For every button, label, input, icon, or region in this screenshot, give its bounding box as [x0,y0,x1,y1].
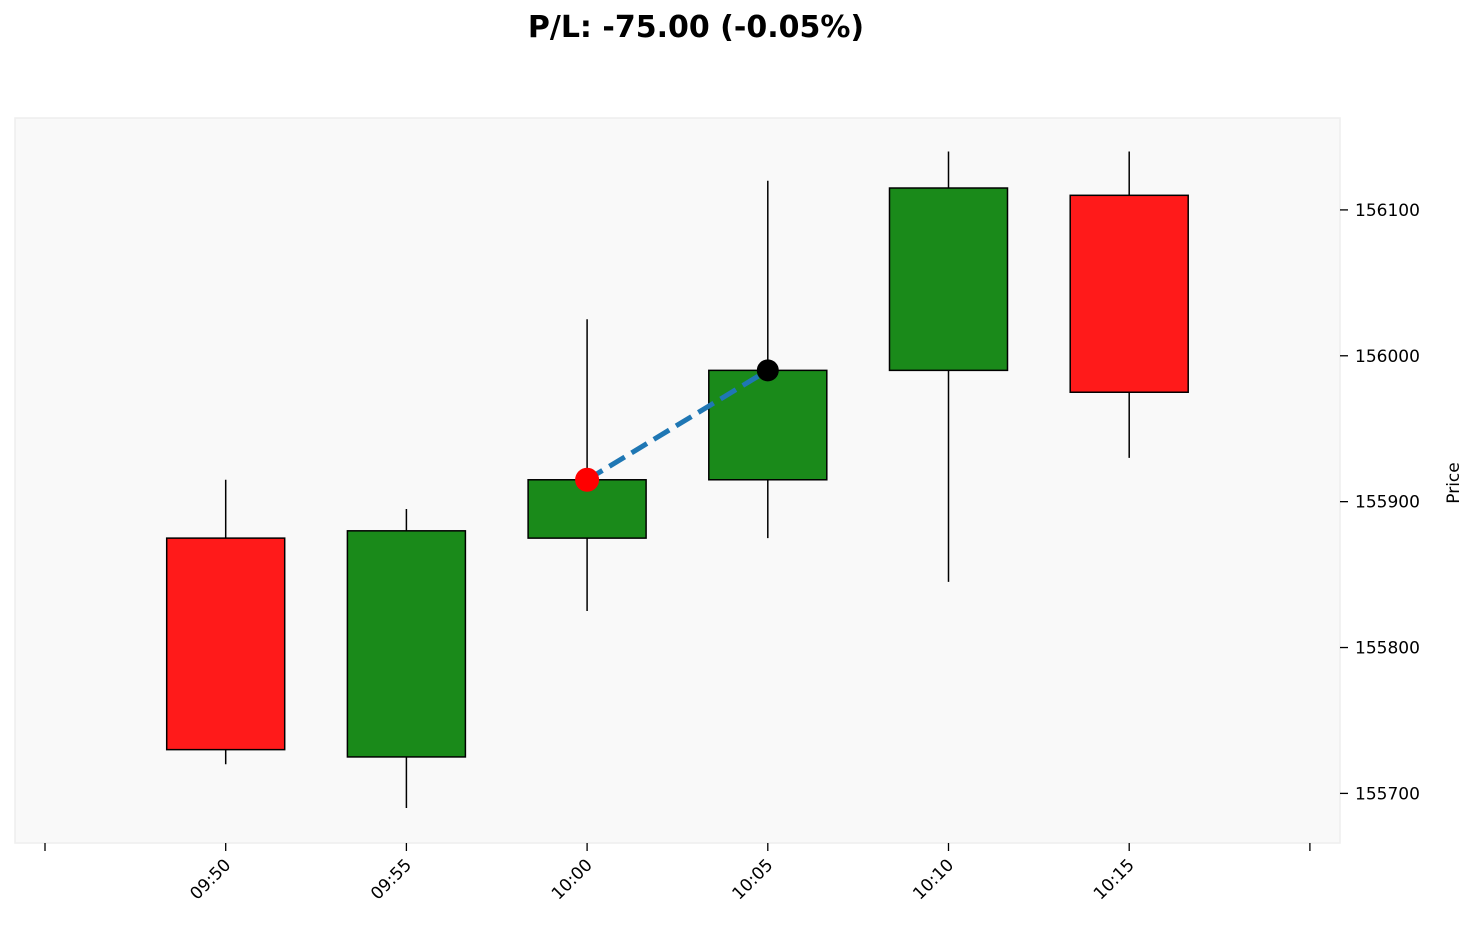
candle-body-up [346,530,467,758]
x-tick-label: 10:00 [548,855,597,904]
candle-body-down [1069,194,1189,393]
x-tick-label: 09:50 [186,855,235,904]
y-tick-label: 155700 [1355,784,1420,804]
trade-line [585,368,770,482]
y-tick-label: 155800 [1355,639,1420,659]
candle-body-up [888,187,1009,372]
entry-marker [575,467,600,492]
candle-body-down [165,537,286,751]
x-tick-label: 10:05 [729,855,778,904]
y-tick-label: 155900 [1355,493,1420,513]
x-tick-label: 09:55 [367,855,416,904]
chart-title: P/L: -75.00 (-0.05%) [527,10,865,45]
y-tick-label: 156100 [1355,201,1420,221]
candle-body-up [708,369,828,481]
exit-marker [756,359,779,382]
y-axis-label: Price [1444,462,1464,503]
x-tick-label: 10:15 [1090,855,1139,904]
y-tick-label: 156000 [1355,347,1420,367]
x-tick-label: 10:10 [909,855,958,904]
